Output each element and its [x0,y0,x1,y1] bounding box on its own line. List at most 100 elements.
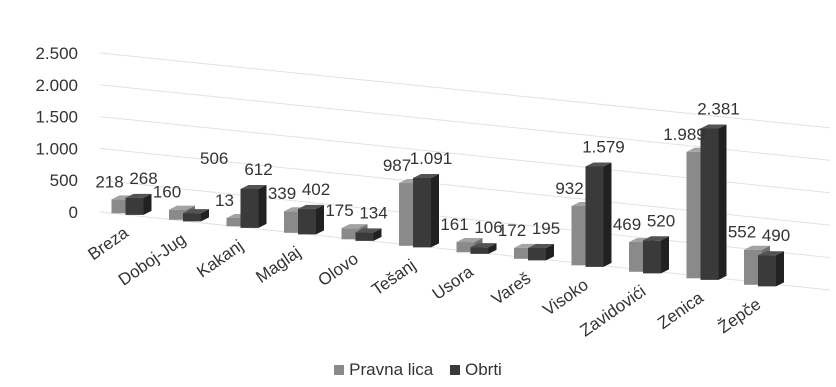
bar-pravna-lica-front [686,151,705,279]
bar-obrti [355,228,382,241]
bar-obrti-front [298,208,316,235]
y-tick-label: 2.000 [35,76,78,95]
data-label-obrti: 106 [474,218,502,237]
bar-obrti [470,243,497,254]
bar-obrti-front [758,255,776,287]
category-label: Vareš [488,269,534,309]
bar-obrti-side [316,204,324,235]
data-label-obrti: 195 [532,219,560,238]
data-label-pravna-lica: 172 [498,221,526,240]
data-label-obrti: 2.381 [697,99,740,118]
bar-obrti-front [355,232,374,241]
y-tick-label: 500 [50,171,78,190]
data-label-pravna-lica: 1.989 [663,125,706,144]
bar-pravna-lica-front [456,242,475,253]
category-label: Breza [85,223,133,264]
bar-pravna-lica-front [284,211,302,233]
bar-obrti-top [700,124,727,129]
y-axis-ticks: 0 500 1.000 1.500 2.000 2.500 [35,44,78,222]
bar-pravna-lica-front [629,241,647,272]
bar-obrti-front [643,240,661,274]
bar-obrti-side [431,173,439,248]
legend-swatch-obrti [450,365,460,375]
data-label-pravna-lica: 13 [215,191,234,210]
category-label: Usora [429,262,477,304]
bar-obrti-front [413,177,431,248]
bar-pravna-lica-front [744,249,762,285]
legend-label-obrti: Obrti [465,360,502,379]
category-label: Maglaj [252,243,304,287]
data-label-obrti: 1.091 [410,149,453,168]
category-label: Žepče [715,295,765,338]
data-label-obrti: 268 [129,169,157,188]
bar-pravna-lica-top [169,205,195,210]
bar-obrti-top [125,193,152,198]
bar-obrti [528,243,554,261]
bar-obrti [240,184,267,228]
data-label-pravna-lica: 987 [383,156,411,175]
bar-obrti [413,173,439,248]
data-label-obrti: 402 [302,180,330,199]
bar-obrti [183,209,209,222]
bar-obrti [758,251,784,287]
bar-obrti-front [125,197,144,215]
bar-obrti-front [183,213,201,222]
bar-obrti-side [488,243,497,254]
legend-item-pravna-lica: Pravna lica [334,360,433,380]
bar-obrti-top [413,173,439,178]
bar-obrti-side [258,184,267,228]
bar-obrti-side [661,236,669,274]
bar-obrti-front [240,188,259,228]
bar-obrti-side [546,243,554,261]
legend-label-pravna-lica: Pravna lica [349,360,434,379]
category-label: Zenica [654,288,707,333]
bar-obrti-top [758,251,784,256]
bar-obrti-front [700,128,719,280]
data-label-pravna-lica: 469 [613,215,641,234]
bar-obrti-front [528,247,546,261]
extra-data-label: 506 [200,149,228,168]
bar-obrti [700,124,727,280]
y-tick-label: 1.500 [35,108,78,127]
data-label-pravna-lica: 218 [95,172,123,191]
category-label: Olovo [315,249,362,290]
data-label-pravna-lica: 160 [153,183,181,202]
data-label-obrti: 490 [762,226,790,245]
bar-pravna-lica-front [111,199,130,214]
bar-obrti-front [470,247,489,254]
y-tick-label: 0 [69,203,78,222]
bar-obrti-top [470,243,497,248]
gridline [99,52,831,129]
data-label-obrti: 612 [244,160,272,179]
data-label-obrti: 520 [647,211,675,230]
bar-obrti-side [603,162,612,267]
bar-obrti-top [183,209,209,214]
bar-obrti [125,193,152,215]
bar-obrti [298,204,324,235]
bar-obrti-side [201,209,209,222]
data-label-pravna-lica: 552 [728,223,756,242]
bar-obrti-side [143,193,152,215]
bar-obrti-side [373,228,382,241]
bar-obrti-front [585,166,604,267]
bar-pravna-lica-front [399,183,417,246]
data-label-obrti: 1.579 [582,137,625,156]
legend: Pravna lica Obrti [0,360,836,380]
legend-item-obrti: Obrti [450,360,502,380]
category-label: Kakanj [193,236,246,281]
bar-obrti-side [776,251,784,287]
bar-pravna-lica-top [744,245,770,250]
bar-obrti [643,236,669,274]
bar-pravna-lica-top [341,224,368,229]
bar-pravna-lica-front [169,209,187,220]
bar-pravna-lica-front [514,247,532,259]
bar-obrti-top [585,162,612,167]
data-label-pravna-lica: 161 [440,215,468,234]
data-label-pravna-lica: 339 [268,184,296,203]
category-label: Visoko [539,275,591,320]
bars [111,124,784,287]
data-label-pravna-lica: 932 [555,179,583,198]
bar-obrti-top [643,236,669,241]
